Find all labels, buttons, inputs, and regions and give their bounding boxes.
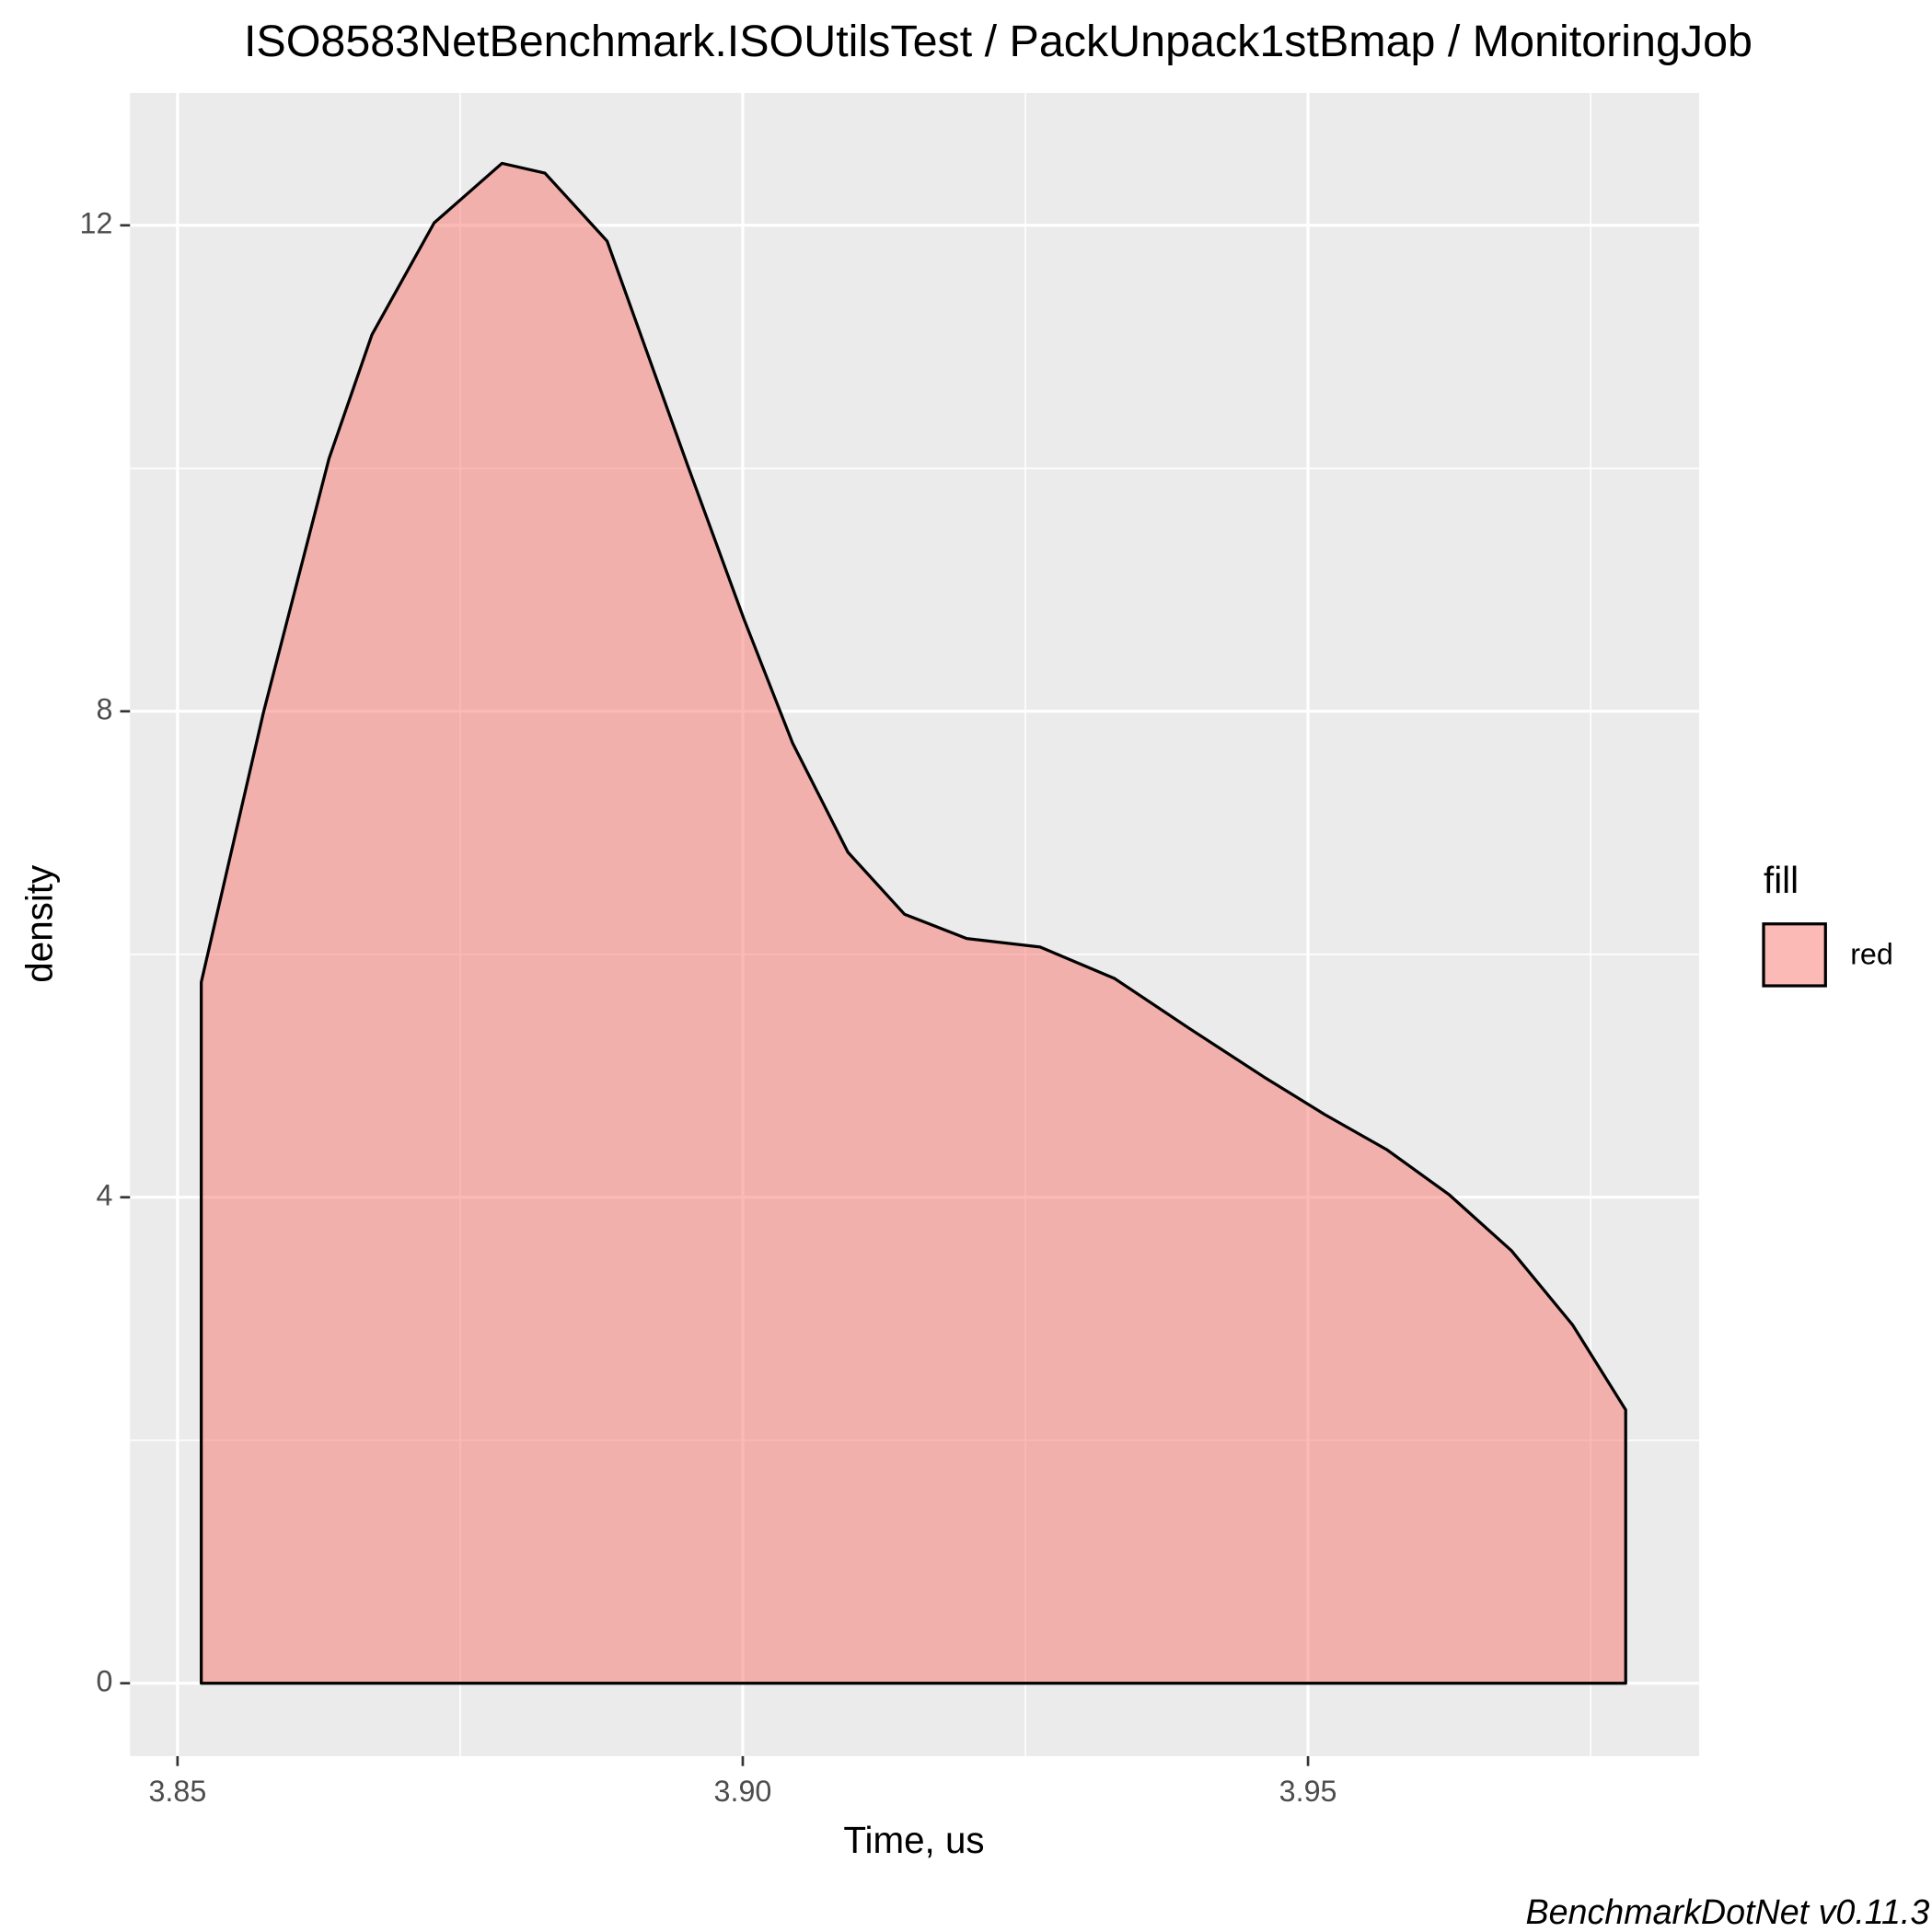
y-tick-label: 4 [96, 1178, 112, 1211]
legend-key [1762, 922, 1827, 988]
x-axis-label: Time, us [843, 1819, 984, 1861]
x-tick-label: 3.90 [714, 1775, 772, 1808]
density-area [200, 161, 1627, 1685]
chart-title: ISO8583NetBenchmark.ISOUtilsTest / PackU… [244, 17, 1753, 66]
x-tick-label: 3.95 [1279, 1775, 1337, 1808]
x-tick-label: 3.85 [148, 1775, 206, 1808]
y-tick-label: 12 [80, 206, 113, 239]
legend-label: red [1850, 937, 1893, 970]
y-axis-label: density [17, 864, 60, 983]
y-tick-label: 0 [96, 1664, 112, 1697]
caption: BenchmarkDotNet v0.11.3 [1525, 1892, 1929, 1931]
legend-title: fill [1764, 859, 1799, 901]
y-tick-label: 8 [96, 692, 112, 725]
